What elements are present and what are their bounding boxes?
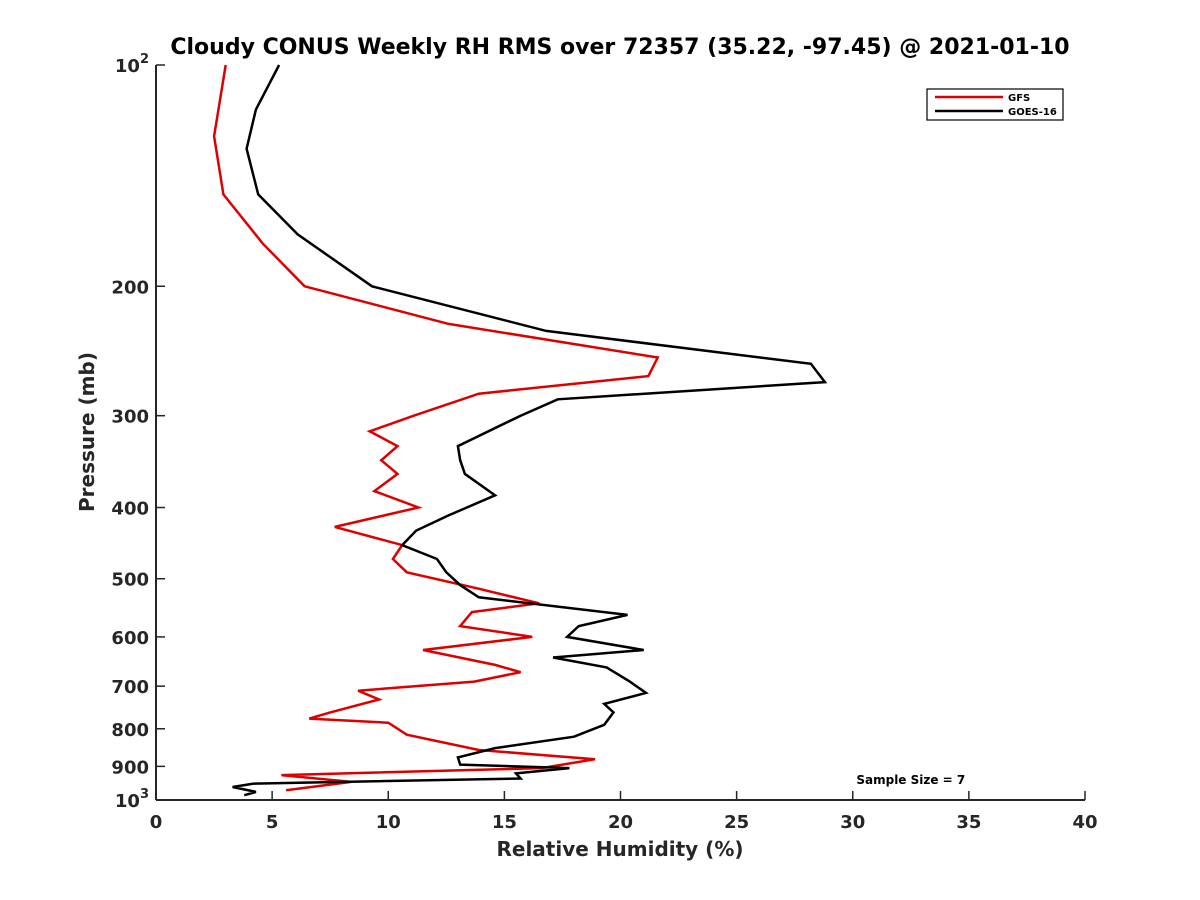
legend-label-gfs: GFS — [1008, 93, 1030, 104]
legend: GFS GOES-16 — [926, 88, 1064, 121]
chart-title: Cloudy CONUS Weekly RH RMS over 72357 (3… — [170, 35, 1069, 60]
legend-label-goes16: GOES-16 — [1008, 107, 1057, 118]
x-tick-label: 25 — [724, 812, 749, 833]
plot-area — [155, 65, 1085, 801]
x-tick-label: 40 — [1072, 812, 1097, 833]
x-tick-label: 30 — [840, 812, 865, 833]
x-tick-label: 5 — [266, 812, 279, 833]
y-tick-label: 800 — [111, 720, 149, 741]
x-axis-label: Relative Humidity (%) — [496, 837, 743, 861]
y-tick-label: 700 — [111, 677, 149, 698]
y-tick-label: 400 — [111, 499, 149, 520]
series-layer — [212, 64, 828, 797]
x-tick-label: 10 — [376, 812, 401, 833]
y-tick-label: 600 — [111, 628, 149, 649]
y-tick-label: 300 — [111, 407, 149, 428]
series-line-goes16 — [232, 64, 828, 797]
y-tick-label: 200 — [111, 277, 149, 298]
series-line-gfs — [212, 64, 660, 792]
y-tick-label: 500 — [111, 570, 149, 591]
y-tick-label: 103 — [115, 787, 149, 812]
x-tick-label: 0 — [150, 812, 163, 833]
x-tick-label: 20 — [608, 812, 633, 833]
sample-size-annotation: Sample Size = 7 — [856, 773, 965, 787]
x-axis-ticks: 0 5 10 15 20 25 30 35 40 — [150, 791, 1098, 833]
y-axis-ticks: 102 200 300 400 500 600 700 800 900 103 — [111, 52, 165, 812]
y-tick-label: 900 — [111, 757, 149, 778]
x-tick-label: 15 — [492, 812, 517, 833]
y-tick-label: 102 — [115, 52, 149, 77]
legend-box — [926, 88, 1064, 121]
x-tick-label: 35 — [956, 812, 981, 833]
y-axis-label: Pressure (mb) — [75, 352, 99, 512]
